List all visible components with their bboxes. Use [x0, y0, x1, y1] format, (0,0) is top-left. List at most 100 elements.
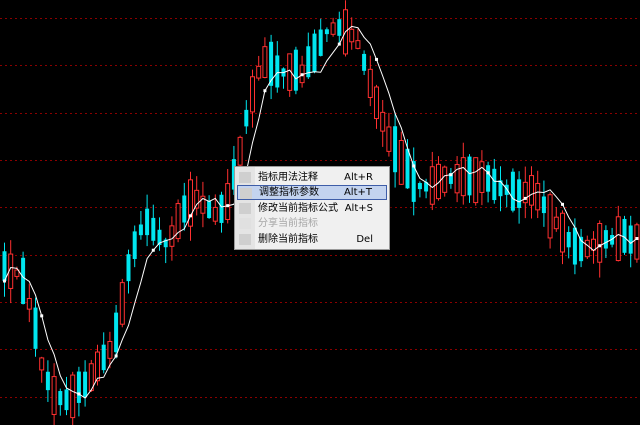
- candle-up: [262, 46, 268, 78]
- help-icon: [239, 172, 251, 183]
- candle-down: [566, 231, 571, 248]
- candle-up: [355, 40, 361, 49]
- candle-down: [293, 49, 298, 91]
- candle-up: [95, 351, 100, 382]
- candle-up: [374, 86, 379, 120]
- candle-up: [51, 376, 57, 415]
- settings-icon: [240, 188, 252, 199]
- candle-up: [634, 224, 640, 260]
- candle-up: [398, 140, 404, 185]
- candle-up: [553, 216, 559, 230]
- candle-down: [151, 217, 156, 241]
- candle-down: [467, 156, 472, 196]
- candle-up: [597, 222, 603, 263]
- candle-down: [145, 208, 150, 236]
- candle-down: [219, 194, 224, 223]
- candle-up: [560, 212, 565, 253]
- candle-up: [547, 194, 553, 239]
- candle-up: [212, 206, 218, 222]
- candle-down: [132, 231, 137, 259]
- candle-up: [175, 203, 181, 240]
- menu-item-shortcut: Alt+S: [344, 203, 373, 214]
- candle-up: [237, 136, 243, 166]
- moving-average-marker: [449, 173, 453, 177]
- menu-item-delete-indicator[interactable]: 删除当前指标 Del: [237, 232, 387, 247]
- candle-down: [33, 307, 38, 349]
- moving-average-marker: [3, 279, 6, 283]
- moving-average-marker: [151, 248, 155, 252]
- menu-item-shortcut: Del: [356, 234, 373, 245]
- candle-up: [39, 357, 45, 371]
- candle-down: [64, 389, 69, 411]
- candle-up: [200, 195, 206, 214]
- delete-icon: [239, 234, 251, 245]
- edit-formula-icon: [239, 203, 251, 214]
- candle-up: [330, 22, 336, 35]
- moving-average-marker: [114, 354, 118, 358]
- menu-item-adjust-indicator-params[interactable]: 调整指标参数 Alt+T: [237, 185, 387, 200]
- candle-up: [169, 225, 175, 247]
- candle-down: [45, 371, 50, 391]
- candle-down: [492, 168, 497, 201]
- moving-average-marker: [300, 73, 304, 77]
- candle-up: [522, 181, 528, 204]
- candle-down: [312, 33, 317, 72]
- candle-up: [70, 374, 76, 419]
- candle-down: [157, 229, 162, 245]
- menu-item-modify-indicator-formula[interactable]: 修改当前指标公式 Alt+S: [237, 201, 387, 216]
- moving-average-series: [3, 25, 639, 399]
- menu-item-label: 修改当前指标公式: [258, 203, 338, 214]
- candle-down: [101, 344, 106, 371]
- candle-up: [380, 111, 386, 132]
- candle-down: [275, 55, 280, 88]
- candle-down: [182, 195, 187, 223]
- menu-item-shortcut: Alt+T: [343, 187, 372, 198]
- menu-item-share-indicator: 分享当前指标: [237, 216, 387, 231]
- moving-average-marker: [40, 314, 44, 318]
- candle-down: [318, 29, 323, 56]
- moving-average-marker: [561, 202, 564, 206]
- candle-up: [256, 65, 262, 79]
- moving-average-marker: [189, 214, 192, 218]
- moving-average-marker: [375, 57, 378, 61]
- candle-down: [424, 182, 429, 192]
- candle-down: [572, 227, 577, 265]
- menu-item-indicator-usage-notes[interactable]: 指标用法注释 Alt+R: [237, 170, 387, 185]
- share-icon: [239, 218, 251, 229]
- menu-item-label: 删除当前指标: [258, 234, 318, 245]
- candle-up: [584, 239, 590, 258]
- candle-down: [610, 235, 615, 245]
- candle-down: [207, 200, 212, 219]
- candle-up: [119, 282, 125, 325]
- moving-average-line: [4, 25, 638, 399]
- moving-average-marker: [598, 244, 602, 248]
- candle-down: [306, 46, 311, 78]
- candle-up: [188, 179, 193, 227]
- candle-up: [194, 189, 200, 209]
- candle-up: [429, 166, 435, 205]
- candle-down: [405, 148, 410, 189]
- candle-down: [337, 19, 342, 36]
- candle-up: [535, 182, 541, 211]
- menu-item-label: 指标用法注释: [258, 172, 318, 183]
- candle-down: [622, 218, 627, 253]
- indicator-context-menu: 指标用法注释 Alt+R 调整指标参数 Alt+T 修改当前指标公式 Alt+S…: [234, 166, 390, 250]
- candle-up: [529, 175, 534, 206]
- candle-down: [541, 196, 546, 214]
- moving-average-marker: [486, 171, 490, 175]
- candle-down: [231, 159, 236, 190]
- candle-down: [76, 371, 81, 403]
- menu-item-label: 调整指标参数: [259, 187, 319, 198]
- candle-up: [14, 269, 20, 277]
- candle-up: [479, 161, 485, 193]
- candle-up: [367, 68, 373, 98]
- candle-down: [138, 224, 143, 236]
- candle-down: [411, 161, 416, 202]
- menu-item-label: 分享当前指标: [258, 218, 318, 229]
- moving-average-marker: [337, 42, 341, 46]
- candle-down: [517, 179, 522, 208]
- moving-average-marker: [226, 204, 230, 208]
- candle-down: [269, 41, 274, 86]
- candle-down: [21, 257, 26, 304]
